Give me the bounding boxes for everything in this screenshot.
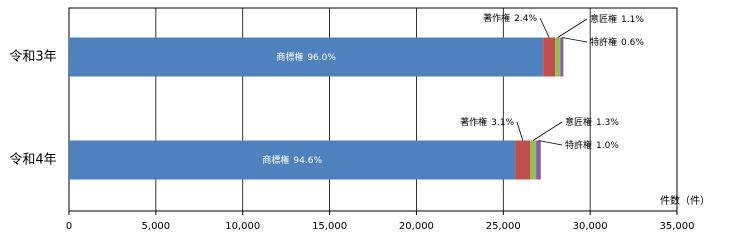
bar-segment: [560, 37, 564, 77]
bar-segment: [515, 140, 531, 180]
series-name: 意匠権: [590, 13, 617, 25]
leader-line: [561, 37, 588, 43]
data-label: 特許権 1.0%: [565, 139, 619, 151]
x-tick-label: 30,000: [573, 221, 608, 232]
data-label: 著作権 2.4%: [483, 12, 537, 24]
x-tick-label: 15,000: [312, 221, 347, 232]
percent-label: 96.0%: [307, 53, 336, 63]
percent-label: 1.3%: [596, 118, 619, 128]
category-label: 令和3年: [9, 50, 56, 65]
data-label: 特許権 0.6%: [590, 36, 644, 48]
percent-label: 3.1%: [491, 118, 514, 128]
series-name: 特許権: [565, 139, 592, 151]
leader-line: [532, 121, 563, 141]
series-name: 商標権: [276, 51, 303, 63]
series-name: 商標権: [262, 154, 289, 166]
bar-segment: [69, 140, 516, 180]
data-label: 意匠権 1.1%: [590, 13, 644, 25]
chart: 件数（件） 0 5,000 10,000 15,000 20,000 25,000 30,0…: [9, 7, 710, 232]
percent-label: 1.1%: [621, 15, 644, 25]
data-label: 商標権 96.0%: [276, 51, 336, 63]
percent-label: 2.4%: [514, 14, 537, 24]
bar-segment: [69, 37, 544, 77]
series-name: 特許権: [590, 36, 617, 48]
percent-label: 0.6%: [621, 38, 644, 48]
bar-segment: [543, 37, 556, 77]
bar-segment: [530, 140, 537, 180]
x-tick-label: 5,000: [142, 221, 171, 232]
bar-segment: [536, 140, 541, 180]
x-tick-label: 0: [66, 221, 72, 232]
leader-line: [557, 18, 588, 38]
data-label: 商標権 94.6%: [262, 154, 322, 166]
leader-line: [538, 140, 563, 146]
data-label: 著作権 3.1%: [460, 116, 514, 128]
x-tick-label: 20,000: [399, 221, 434, 232]
series-name: 著作権: [483, 12, 510, 24]
percent-label: 1.0%: [596, 141, 619, 151]
data-label: 意匠権 1.3%: [565, 116, 619, 128]
x-tick-label: 25,000: [486, 221, 521, 232]
category-label: 令和4年: [9, 153, 56, 168]
percent-label: 94.6%: [293, 156, 322, 166]
leader-line: [516, 121, 524, 141]
leader-line: [539, 17, 550, 38]
series-name: 著作権: [460, 116, 487, 128]
bar-segment: [555, 37, 561, 77]
series-name: 意匠権: [565, 116, 592, 128]
x-tick-label: 35,000: [660, 221, 695, 232]
x-axis-label: 件数（件）: [660, 194, 710, 207]
x-tick-label: 10,000: [225, 221, 260, 232]
